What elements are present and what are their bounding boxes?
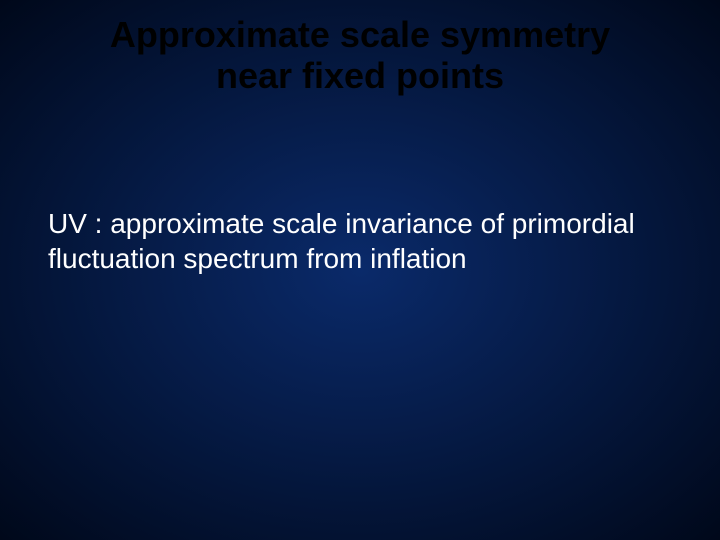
- title-line-1: Approximate scale symmetry: [110, 14, 610, 55]
- slide-body-text: UV : approximate scale invariance of pri…: [48, 206, 660, 276]
- slide-title: Approximate scale symmetry near fixed po…: [0, 14, 720, 97]
- title-line-2: near fixed points: [216, 55, 504, 96]
- slide: Approximate scale symmetry near fixed po…: [0, 0, 720, 540]
